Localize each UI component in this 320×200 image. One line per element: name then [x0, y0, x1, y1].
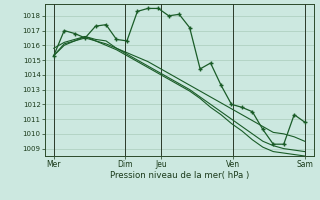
X-axis label: Pression niveau de la mer( hPa ): Pression niveau de la mer( hPa )	[109, 171, 249, 180]
